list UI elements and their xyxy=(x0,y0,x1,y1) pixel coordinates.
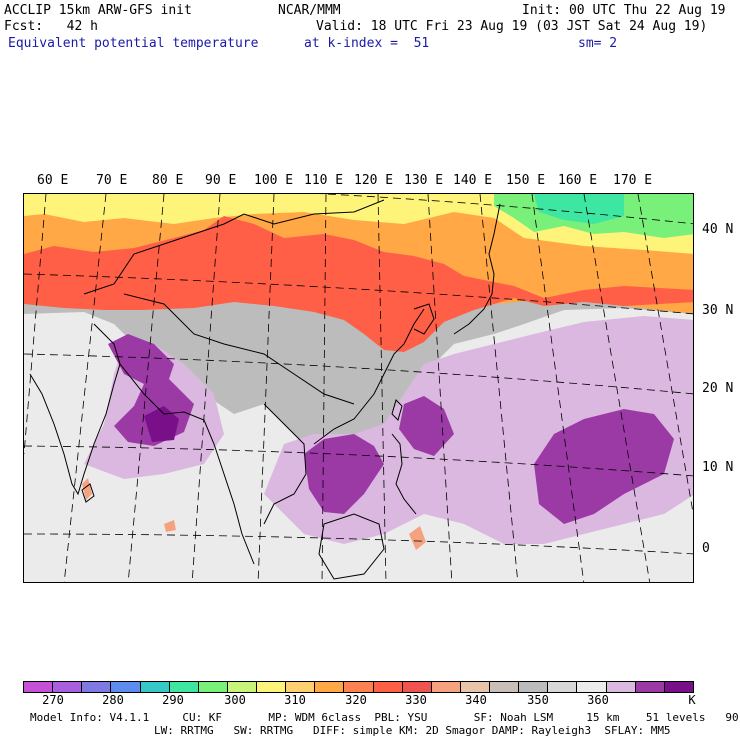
coastline-indochina xyxy=(263,403,307,525)
lon-label: 150 E xyxy=(506,173,546,188)
coastline-philippines xyxy=(391,433,417,515)
colorbar-swatch xyxy=(664,682,693,692)
colorbar-swatch xyxy=(402,682,432,692)
meridian xyxy=(321,194,327,582)
colorbar-swatch xyxy=(198,682,228,692)
colorbar-swatch xyxy=(344,682,374,692)
colorbar-label: 280 xyxy=(102,693,124,707)
colorbar-swatch xyxy=(460,682,490,692)
graticule xyxy=(24,194,693,582)
colorbar-label: 330 xyxy=(405,693,427,707)
meridian xyxy=(63,194,107,582)
lat-label: 0 xyxy=(702,541,710,556)
meridian xyxy=(531,194,585,582)
forecast-hour: Fcst: 42 h xyxy=(4,19,98,34)
lon-label: 100 E xyxy=(254,173,294,188)
valid-time: Valid: 18 UTC Fri 23 Aug 19 (03 JST Sat … xyxy=(316,19,708,34)
colorbar-label: 270 xyxy=(42,693,64,707)
coastlines-and-borders xyxy=(29,199,501,580)
parallel-0 xyxy=(24,533,693,555)
colorbar-label: 360 xyxy=(587,693,609,707)
colorbar-swatch xyxy=(548,682,578,692)
colorbar-swatch xyxy=(431,682,461,692)
title-model: ACCLIP 15km ARW-GFS init xyxy=(4,3,192,18)
region-red-warm-belt xyxy=(24,216,693,352)
country-borders xyxy=(83,199,385,405)
colorbar-label: 340 xyxy=(465,693,487,707)
meridian xyxy=(427,194,453,582)
meridian xyxy=(257,194,275,582)
coastline-china xyxy=(313,308,425,445)
meridian xyxy=(479,194,519,582)
lat-label: 40 N xyxy=(702,222,734,237)
colorbar-unit: K xyxy=(688,693,696,707)
region-teal-band xyxy=(534,194,624,224)
lat-label: 10 N xyxy=(702,460,734,475)
meridian xyxy=(191,194,221,582)
colorbar-label: 350 xyxy=(527,693,549,707)
coastline-sri-lanka xyxy=(81,483,95,503)
colorbar-swatch xyxy=(257,682,287,692)
colorbar-swatch xyxy=(286,682,316,692)
parallel-40n xyxy=(319,194,693,225)
colorbar-swatch xyxy=(635,682,665,692)
colorbar xyxy=(23,681,694,693)
meridian xyxy=(377,194,387,582)
colorbar-swatch xyxy=(373,682,403,692)
lon-label: 70 E xyxy=(96,173,128,188)
coastline-borneo xyxy=(318,513,385,580)
colorbar-swatch xyxy=(82,682,112,692)
lon-label: 130 E xyxy=(404,173,444,188)
coastline-taiwan xyxy=(391,399,403,421)
title-organization: NCAR/MMM xyxy=(278,3,341,18)
region-deep-purple-core xyxy=(144,406,179,442)
colorbar-swatch xyxy=(169,682,199,692)
lon-label: 120 E xyxy=(354,173,394,188)
init-time: Init: 00 UTC Thu 22 Aug 19 xyxy=(522,3,726,18)
colorbar-swatch xyxy=(577,682,607,692)
colorbar-label: 320 xyxy=(345,693,367,707)
colorbar-swatch xyxy=(53,682,83,692)
lon-label: 170 E xyxy=(613,173,653,188)
colorbar-swatch xyxy=(227,682,257,692)
colorbar-swatch xyxy=(606,682,636,692)
meridian xyxy=(583,194,651,582)
level-index: at k-index = 51 xyxy=(304,36,430,51)
coastline-bay-of-bengal xyxy=(119,363,255,565)
colorbar-swatch xyxy=(111,682,141,692)
lon-label: 110 E xyxy=(304,173,344,188)
coastline-korea xyxy=(413,303,435,335)
smoothing: sm= 2 xyxy=(578,36,618,51)
meridian xyxy=(24,194,47,455)
theta-e-map xyxy=(23,193,694,583)
colorbar-labels: 270 280 290 300 310 320 330 340 350 360 … xyxy=(23,693,696,707)
coastline-japan xyxy=(453,203,501,335)
field-name: Equivalent potential temperature xyxy=(8,36,259,51)
model-info-line1: Model Info: V4.1.1 CU: KF MP: WDM 6class… xyxy=(30,711,740,724)
lon-label: 160 E xyxy=(558,173,598,188)
colorbar-swatch xyxy=(490,682,520,692)
meridian xyxy=(127,194,165,582)
colorbar-label: 300 xyxy=(224,693,246,707)
lon-label: 90 E xyxy=(205,173,237,188)
lon-label: 60 E xyxy=(37,173,69,188)
colorbar-swatch xyxy=(24,682,54,692)
meridian xyxy=(637,194,693,515)
colorbar-label: 290 xyxy=(162,693,184,707)
parallel-30n xyxy=(24,273,693,315)
parallel-20n xyxy=(24,353,693,395)
lat-label: 30 N xyxy=(702,303,734,318)
lon-label: 140 E xyxy=(453,173,493,188)
colorbar-swatch xyxy=(315,682,345,692)
map-canvas xyxy=(24,194,693,582)
lat-label: 20 N xyxy=(702,381,734,396)
lon-label: 80 E xyxy=(152,173,184,188)
parallel-10n xyxy=(24,445,693,477)
colorbar-swatch xyxy=(140,682,170,692)
colorbar-swatch xyxy=(519,682,549,692)
colorbar-label: 310 xyxy=(284,693,306,707)
model-info-line2: LW: RRTMG SW: RRTMG DIFF: simple KM: 2D … xyxy=(154,724,671,737)
